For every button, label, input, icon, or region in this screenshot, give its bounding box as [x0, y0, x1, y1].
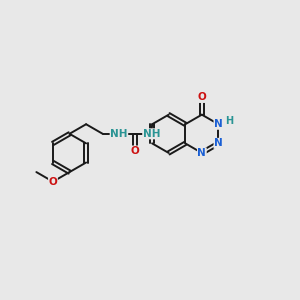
Text: NH: NH — [110, 129, 128, 139]
Text: O: O — [49, 177, 57, 187]
Text: N: N — [197, 148, 206, 158]
Text: NH: NH — [143, 129, 160, 139]
Text: H: H — [225, 116, 233, 126]
Text: O: O — [197, 92, 206, 102]
Text: O: O — [131, 146, 140, 156]
Text: N: N — [214, 138, 223, 148]
Text: N: N — [214, 119, 223, 129]
